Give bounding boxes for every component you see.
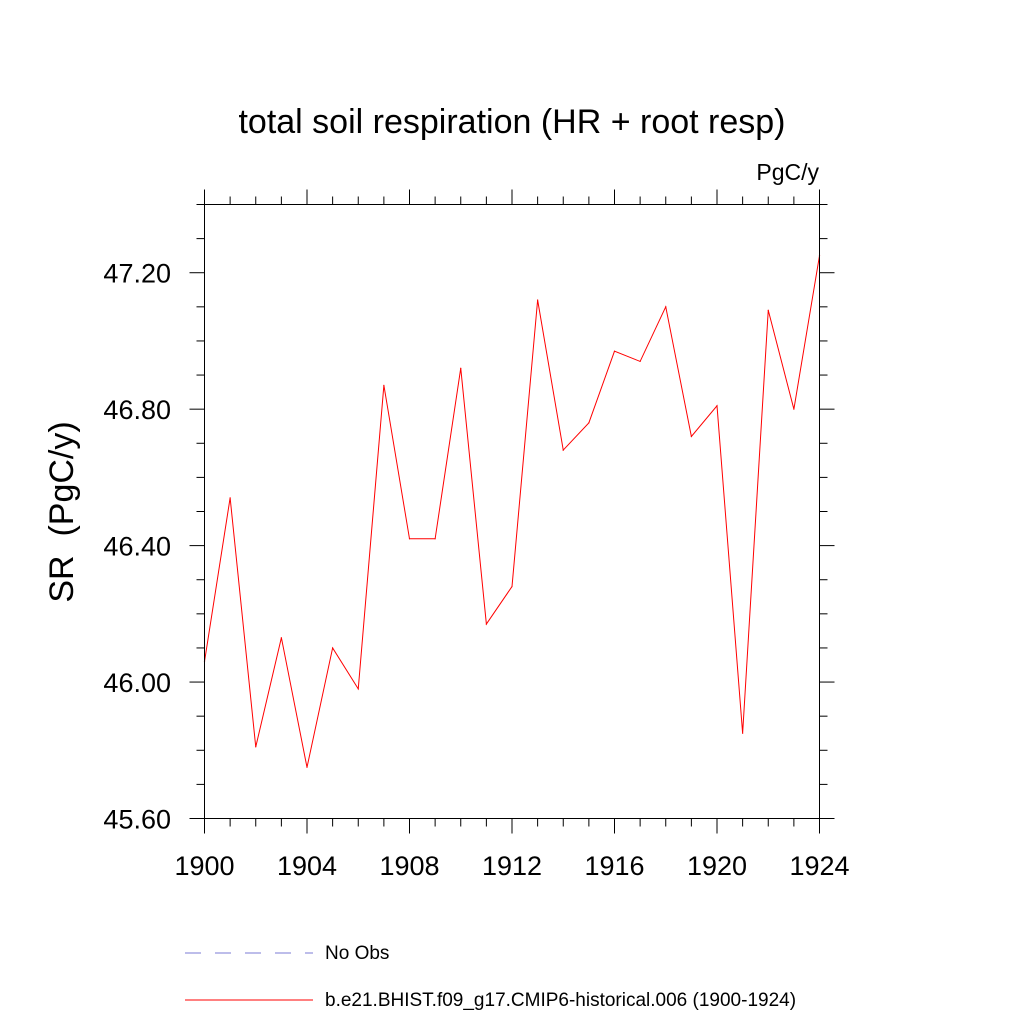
x-tick-label: 1912 (482, 851, 542, 881)
data-point (690, 435, 692, 438)
units-label: PgC/y (756, 159, 819, 185)
data-point (357, 688, 359, 690)
legend-label-model: b.e21.BHIST.f09_g17.CMIP6-historical.006… (325, 990, 796, 1011)
x-tick-label: 1924 (789, 851, 849, 881)
legend-label-no-obs: No Obs (325, 943, 389, 964)
data-point (280, 637, 282, 639)
y-tick-label: 47.20 (103, 259, 171, 289)
y-tick-label: 46.00 (103, 668, 171, 698)
data-point (408, 538, 411, 540)
data-point (460, 367, 462, 369)
plot-frame (204, 204, 820, 819)
legend: No Obs b.e21.BHIST.f09_g17.CMIP6-histori… (185, 943, 796, 1011)
data-point (434, 538, 436, 540)
series-line-0 (204, 255, 820, 768)
y-tick-label: 45.60 (103, 805, 171, 835)
chart-title: total soil respiration (HR + root resp) (238, 103, 785, 141)
data-point (229, 497, 231, 499)
data-point (537, 299, 539, 301)
data-point (511, 585, 513, 588)
y-axis-label: SR (PgC/y) (43, 421, 81, 602)
minor-ticks (196, 196, 828, 827)
data-point (613, 350, 616, 352)
x-tick-labels: 1900 1904 1908 1912 1916 1920 1924 (174, 851, 849, 881)
data-point (588, 422, 590, 424)
major-ticks (189, 189, 835, 834)
x-tick-label: 1904 (277, 851, 337, 881)
y-tick-labels: 45.60 46.00 46.40 46.80 47.20 (103, 259, 171, 835)
y-tick-label: 46.80 (103, 395, 171, 425)
data-point (383, 384, 385, 386)
x-tick-label: 1908 (379, 851, 439, 881)
y-tick-label: 46.40 (103, 532, 171, 562)
data-point (485, 623, 487, 625)
data-point (767, 309, 769, 311)
data-point (306, 766, 308, 768)
x-tick-label: 1916 (584, 851, 644, 881)
data-point (665, 306, 667, 308)
data-point (332, 647, 334, 649)
x-tick-label: 1900 (174, 851, 234, 881)
data-point (639, 360, 641, 363)
data-point (742, 732, 744, 734)
x-tick-label: 1920 (687, 851, 747, 881)
data-point (793, 408, 795, 410)
data-point (255, 746, 257, 748)
data-point (716, 405, 718, 407)
data-point (562, 449, 564, 451)
series-layer (203, 255, 821, 768)
